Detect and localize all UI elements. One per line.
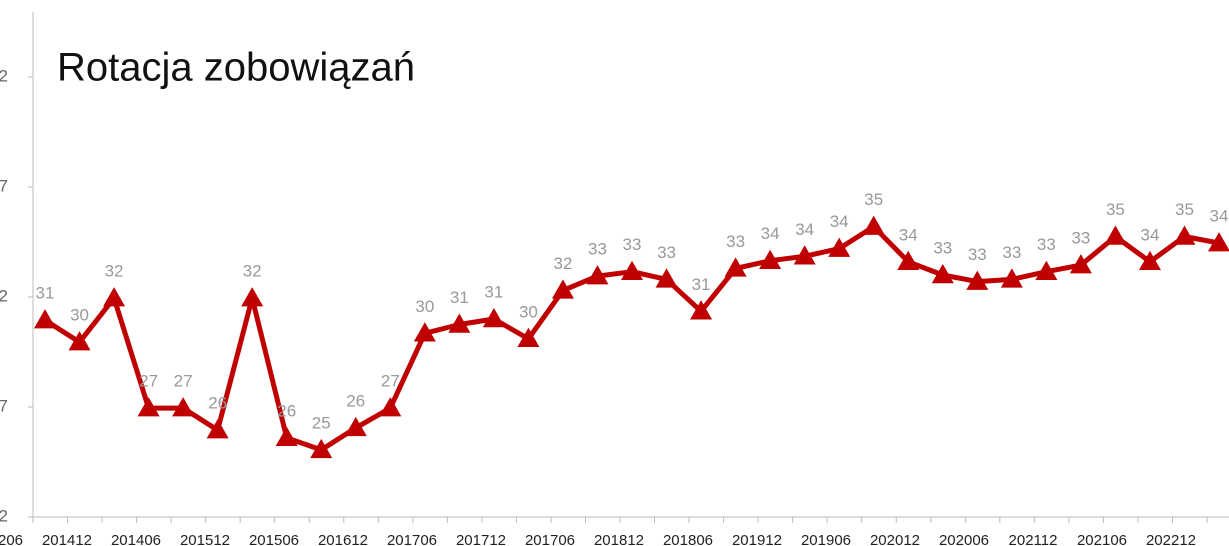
data-label: 27 bbox=[139, 372, 158, 391]
marker bbox=[241, 287, 264, 307]
marker bbox=[1069, 254, 1092, 274]
marker bbox=[931, 264, 954, 284]
x-tick-label: 201206 bbox=[0, 532, 23, 546]
x-tick-label: 202112 bbox=[1009, 532, 1058, 546]
marker bbox=[690, 300, 713, 320]
x-tick-label: 201912 bbox=[732, 532, 782, 546]
data-label: 25 bbox=[312, 413, 331, 432]
marker bbox=[275, 426, 298, 447]
data-label: 30 bbox=[70, 306, 89, 325]
x-tick-label: 202212 bbox=[1146, 532, 1196, 546]
data-label: 34 bbox=[1140, 225, 1159, 244]
data-label: 30 bbox=[415, 297, 434, 316]
x-tick-label: 201412 bbox=[42, 532, 92, 546]
x-tick-label: 201706 bbox=[525, 532, 575, 546]
marker bbox=[793, 245, 816, 265]
data-label: 33 bbox=[1071, 229, 1090, 248]
marker bbox=[551, 279, 574, 299]
y-tick-label: 22 bbox=[0, 506, 8, 525]
data-label: 33 bbox=[588, 240, 607, 259]
data-label: 26 bbox=[277, 401, 296, 420]
x-tick-label: 202012 bbox=[870, 532, 920, 546]
marker bbox=[379, 397, 402, 417]
data-label: 33 bbox=[968, 245, 987, 264]
x-tick-label: 201406 bbox=[111, 532, 161, 546]
data-label: 33 bbox=[726, 232, 745, 251]
x-tick-label: 201706 bbox=[387, 532, 437, 546]
x-tick-label: 201812 bbox=[594, 532, 644, 546]
data-label: 34 bbox=[899, 225, 918, 244]
data-label: 26 bbox=[346, 391, 365, 410]
x-tick-label: 201806 bbox=[663, 532, 713, 546]
data-label: 33 bbox=[933, 238, 952, 257]
marker bbox=[621, 260, 644, 280]
x-tick-label: 201512 bbox=[180, 532, 230, 546]
data-label: 27 bbox=[381, 372, 400, 391]
marker bbox=[206, 419, 229, 439]
marker bbox=[1173, 225, 1196, 245]
data-label: 31 bbox=[450, 288, 469, 307]
x-tick-label: 201612 bbox=[318, 532, 368, 546]
marker bbox=[482, 308, 505, 328]
marker bbox=[448, 313, 471, 333]
marker bbox=[68, 331, 91, 351]
marker bbox=[862, 215, 885, 235]
marker bbox=[517, 327, 540, 348]
data-label: 33 bbox=[657, 243, 676, 262]
data-label: 33 bbox=[623, 235, 642, 254]
data-label: 32 bbox=[105, 262, 124, 281]
x-tick-label: 201906 bbox=[801, 532, 851, 546]
marker bbox=[413, 322, 436, 342]
marker bbox=[1138, 250, 1161, 271]
marker bbox=[655, 268, 678, 288]
marker bbox=[1035, 260, 1058, 280]
data-label: 34 bbox=[1210, 207, 1229, 226]
data-label: 26 bbox=[208, 394, 227, 413]
marker bbox=[586, 265, 609, 285]
y-tick-label: 37 bbox=[0, 176, 8, 195]
marker bbox=[724, 257, 747, 277]
marker bbox=[1104, 225, 1127, 245]
marker bbox=[897, 250, 920, 271]
data-label: 31 bbox=[484, 282, 503, 301]
data-label: 30 bbox=[519, 302, 538, 321]
data-label: 33 bbox=[1037, 235, 1056, 254]
marker bbox=[137, 397, 160, 417]
x-tick-label: 202006 bbox=[939, 532, 989, 546]
x-tick-label: 201712 bbox=[456, 532, 506, 546]
chart-title: Rotacja zobowiązań bbox=[57, 46, 415, 90]
marker bbox=[1208, 232, 1229, 252]
data-label: 27 bbox=[174, 372, 193, 391]
marker bbox=[966, 270, 989, 290]
data-label: 34 bbox=[761, 224, 780, 243]
data-label: 31 bbox=[692, 275, 711, 294]
data-label: 34 bbox=[830, 212, 849, 231]
marker bbox=[828, 237, 851, 257]
series-line bbox=[43, 224, 1220, 453]
data-label: 35 bbox=[1175, 200, 1194, 219]
x-tick-label: 201506 bbox=[249, 532, 299, 546]
marker bbox=[34, 309, 56, 329]
marker bbox=[172, 397, 195, 417]
marker bbox=[103, 287, 126, 307]
data-label: 35 bbox=[1106, 200, 1125, 219]
y-tick-label: 32 bbox=[0, 286, 8, 305]
data-label: 31 bbox=[36, 284, 55, 303]
marker bbox=[344, 416, 367, 437]
marker bbox=[759, 249, 782, 269]
x-tick-label: 202106 bbox=[1077, 532, 1127, 546]
marker bbox=[1000, 268, 1023, 288]
y-tick-label: 42 bbox=[0, 66, 8, 85]
data-label: 34 bbox=[795, 220, 814, 239]
data-label: 32 bbox=[553, 254, 572, 273]
data-label: 32 bbox=[243, 262, 262, 281]
data-label: 35 bbox=[864, 190, 883, 209]
y-tick-label: 27 bbox=[0, 396, 8, 415]
marker bbox=[310, 438, 333, 459]
data-label: 33 bbox=[1002, 243, 1021, 262]
